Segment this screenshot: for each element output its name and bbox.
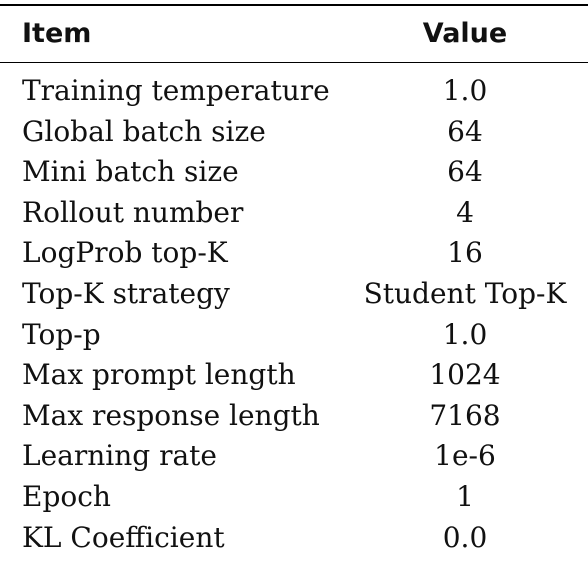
item-cell: Top-p bbox=[22, 317, 101, 351]
item-cell: Max prompt length bbox=[22, 358, 296, 392]
item-cell: Training temperature bbox=[22, 74, 330, 107]
value-cell: 64 bbox=[447, 114, 483, 148]
item-cell: Global batch size bbox=[22, 114, 266, 148]
value-cell: 1024 bbox=[429, 358, 501, 392]
top-rule bbox=[0, 4, 588, 6]
item-cell: Max response length bbox=[22, 398, 320, 432]
value-cell: 0.0 bbox=[442, 520, 488, 554]
value-cell: 1e-6 bbox=[434, 439, 496, 473]
item-cell: Mini batch size bbox=[22, 155, 239, 189]
header-cell: Item bbox=[22, 18, 92, 49]
item-cell: Learning rate bbox=[22, 439, 217, 473]
item-cell: KL Coefficient bbox=[22, 520, 225, 554]
value-cell: 64 bbox=[447, 155, 483, 189]
header-cell: Value bbox=[422, 18, 508, 49]
value-cell: 16 bbox=[447, 236, 483, 270]
item-cell: Top-K strategy bbox=[22, 277, 230, 310]
header-rule bbox=[0, 62, 588, 63]
value-cell: 4 bbox=[456, 195, 474, 229]
item-cell: LogProb top-K bbox=[22, 236, 228, 270]
item-cell: Epoch bbox=[22, 480, 111, 513]
value-cell: 7168 bbox=[429, 398, 501, 432]
value-cell: Student Top-K bbox=[363, 277, 567, 310]
value-cell: 1 bbox=[456, 480, 474, 513]
item-cell: Rollout number bbox=[22, 195, 244, 229]
value-cell: 1.0 bbox=[442, 317, 488, 351]
value-cell: 1.0 bbox=[442, 74, 488, 107]
